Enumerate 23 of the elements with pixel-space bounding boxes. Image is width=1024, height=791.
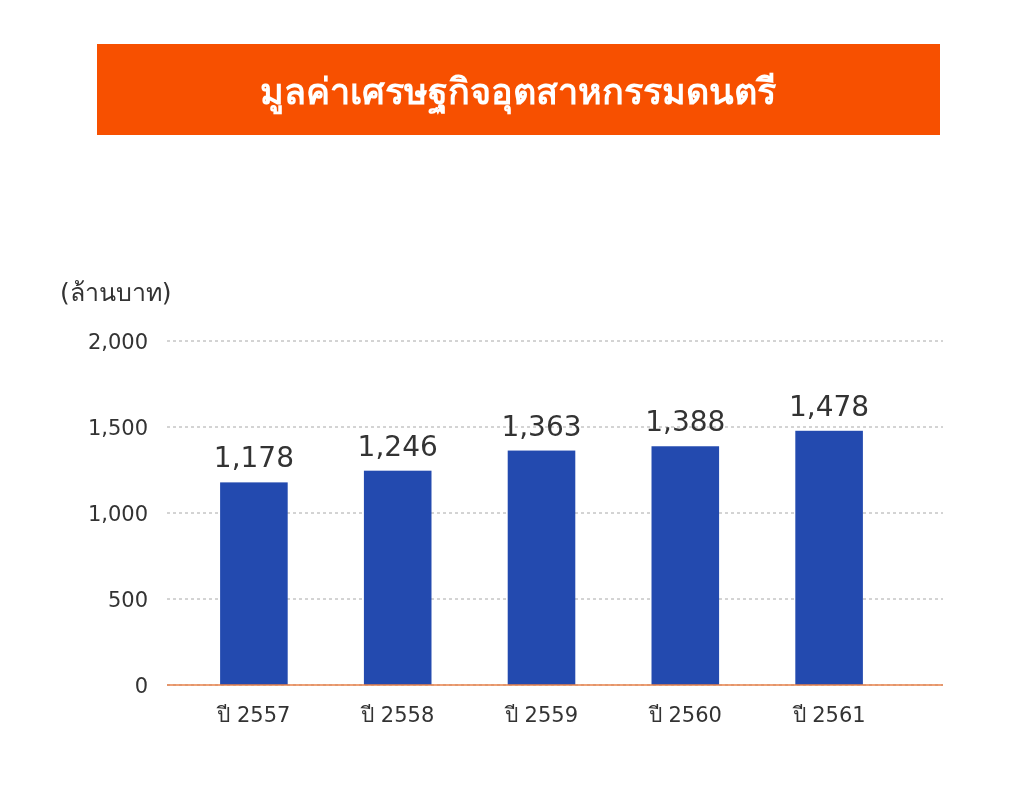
y-tick-label: 1,000 [87, 502, 148, 526]
data-label: 1,478 [789, 389, 870, 423]
x-tick-label: ปี 2560 [647, 703, 722, 727]
x-tick-label: ปี 2559 [503, 703, 579, 727]
data-label: 1,178 [213, 441, 294, 475]
bar [220, 482, 288, 685]
x-tick-label: ปี 2558 [360, 703, 435, 727]
bar [795, 430, 863, 685]
bar [507, 450, 576, 685]
y-tick-label: 500 [107, 588, 148, 612]
bar [651, 446, 720, 685]
title-band: มูลค่าเศรษฐกิจอุตสาหกรรมดนตรี [97, 44, 940, 135]
x-tick-label: ปี 2561 [791, 703, 866, 727]
x-tick-label: ปี 2557 [216, 703, 291, 727]
y-tick-label: 2,000 [87, 330, 148, 354]
y-axis-title: (ล้านบาท) [60, 278, 172, 307]
data-label: 1,246 [357, 429, 438, 463]
y-tick-label: 1,500 [87, 416, 148, 440]
data-label: 1,363 [501, 409, 582, 443]
y-tick-label: 0 [134, 674, 148, 698]
bar [363, 470, 432, 685]
chart-title: มูลค่าเศรษฐกิจอุตสาหกรรมดนตรี [260, 71, 777, 115]
data-label: 1,388 [645, 405, 726, 439]
